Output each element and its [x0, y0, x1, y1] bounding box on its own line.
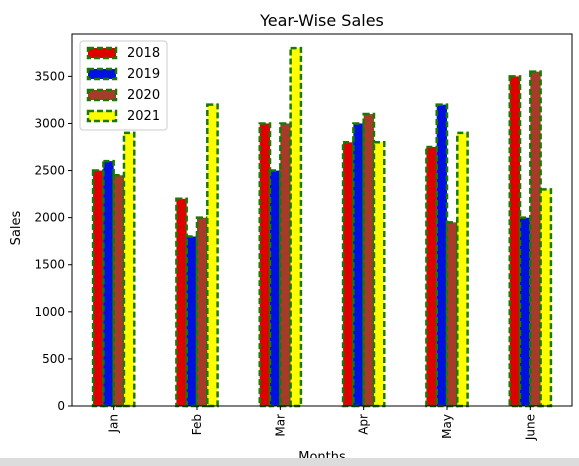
y-tick-label: 500	[42, 352, 65, 366]
legend-swatch-2021	[86, 109, 118, 123]
bar-2019-feb	[185, 235, 199, 408]
bar-2018-june	[508, 75, 522, 408]
bar-2018-may	[425, 145, 438, 408]
y-axis-label: Sales	[9, 210, 24, 245]
bar-2020-feb	[195, 216, 209, 408]
bar-2019-mar	[268, 169, 282, 408]
y-tick-label: 2000	[34, 211, 65, 225]
axes-group: 0 500 1000 1500 2000 2500 3000 3500 Jan Feb Mar Apr…	[34, 33, 573, 441]
bar-2018-apr	[341, 141, 355, 408]
y-tick-label: 1000	[34, 305, 65, 319]
legend-label-2018: 2018	[127, 46, 160, 61]
x-tick-label: Mar	[273, 414, 287, 437]
legend-swatch-2019	[86, 67, 118, 81]
legend-label-2020: 2020	[127, 88, 160, 103]
legend-box	[79, 40, 168, 131]
bar-2020-mar	[279, 122, 292, 408]
bar-2020-jan	[112, 174, 126, 408]
bar-2021-may	[456, 131, 469, 408]
y-tick-label: 3000	[34, 116, 65, 130]
x-axis-label: Months	[298, 450, 346, 458]
legend-swatch-2018	[86, 46, 118, 60]
bar-2018-mar	[258, 122, 272, 408]
bar-2020-may	[445, 221, 459, 408]
bar-2021-jan	[122, 131, 136, 408]
y-tick-label: 1500	[34, 258, 65, 272]
bar-2018-jan	[91, 169, 105, 408]
y-tick-label: 0	[57, 399, 65, 413]
bar-2021-june	[539, 188, 553, 408]
bar-2021-apr	[372, 141, 386, 408]
bar-2019-jan	[102, 159, 115, 408]
legend: 2018 2019 2020 2021	[79, 40, 168, 131]
x-tick-label: Apr	[357, 414, 371, 435]
legend-swatch-2020	[86, 88, 118, 102]
bar-2021-feb	[206, 103, 219, 408]
bar-2020-june	[529, 70, 542, 408]
bar-2020-apr	[362, 112, 376, 408]
y-tick-label: 3500	[34, 69, 65, 83]
bar-2019-may	[435, 103, 449, 408]
legend-label-2021: 2021	[127, 109, 160, 124]
bar-2018-feb	[175, 197, 188, 408]
legend-label-2019: 2019	[127, 67, 160, 82]
bar-2021-mar	[289, 46, 303, 408]
plot-frame	[71, 33, 573, 407]
x-tick-label: Feb	[190, 414, 204, 435]
window-bottom-strip	[0, 458, 579, 466]
x-tick-label: Jan	[107, 414, 121, 434]
bar-2019-apr	[352, 122, 365, 408]
chart-title: Year-Wise Sales	[259, 11, 384, 30]
bar-2019-june	[518, 216, 532, 408]
x-tick-label: June	[523, 414, 537, 441]
y-tick-label: 2500	[34, 164, 65, 178]
x-tick-label: May	[440, 414, 454, 439]
